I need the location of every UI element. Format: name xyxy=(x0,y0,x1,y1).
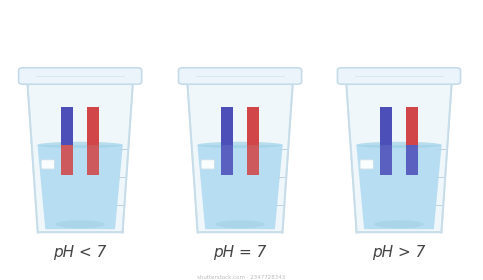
Polygon shape xyxy=(346,79,452,232)
Text: pH < 7: pH < 7 xyxy=(54,245,107,260)
Bar xyxy=(247,145,259,175)
Bar xyxy=(61,145,73,175)
Bar xyxy=(87,145,99,175)
Polygon shape xyxy=(198,145,283,229)
Polygon shape xyxy=(38,145,123,229)
FancyBboxPatch shape xyxy=(338,68,460,84)
Bar xyxy=(221,145,233,175)
Polygon shape xyxy=(346,79,452,232)
FancyBboxPatch shape xyxy=(360,160,373,169)
Bar xyxy=(380,106,392,145)
Polygon shape xyxy=(187,79,293,232)
Bar xyxy=(247,106,259,145)
Bar xyxy=(406,106,418,145)
Bar xyxy=(221,106,233,145)
Polygon shape xyxy=(27,79,133,232)
Ellipse shape xyxy=(374,220,424,228)
Polygon shape xyxy=(187,79,293,232)
FancyBboxPatch shape xyxy=(19,68,142,84)
Ellipse shape xyxy=(356,142,441,148)
Ellipse shape xyxy=(55,220,105,228)
Ellipse shape xyxy=(198,142,283,148)
Ellipse shape xyxy=(38,142,123,148)
FancyBboxPatch shape xyxy=(179,68,301,84)
Bar xyxy=(380,145,392,175)
Bar xyxy=(61,106,73,145)
Bar xyxy=(406,145,418,175)
Polygon shape xyxy=(27,79,133,232)
FancyBboxPatch shape xyxy=(201,160,214,169)
Text: pH = 7: pH = 7 xyxy=(213,245,267,260)
Polygon shape xyxy=(356,145,441,229)
Text: pH > 7: pH > 7 xyxy=(372,245,426,260)
Text: shutterstock.com · 2347728343: shutterstock.com · 2347728343 xyxy=(198,276,285,280)
Ellipse shape xyxy=(215,220,265,228)
Bar xyxy=(87,106,99,145)
FancyBboxPatch shape xyxy=(41,160,55,169)
